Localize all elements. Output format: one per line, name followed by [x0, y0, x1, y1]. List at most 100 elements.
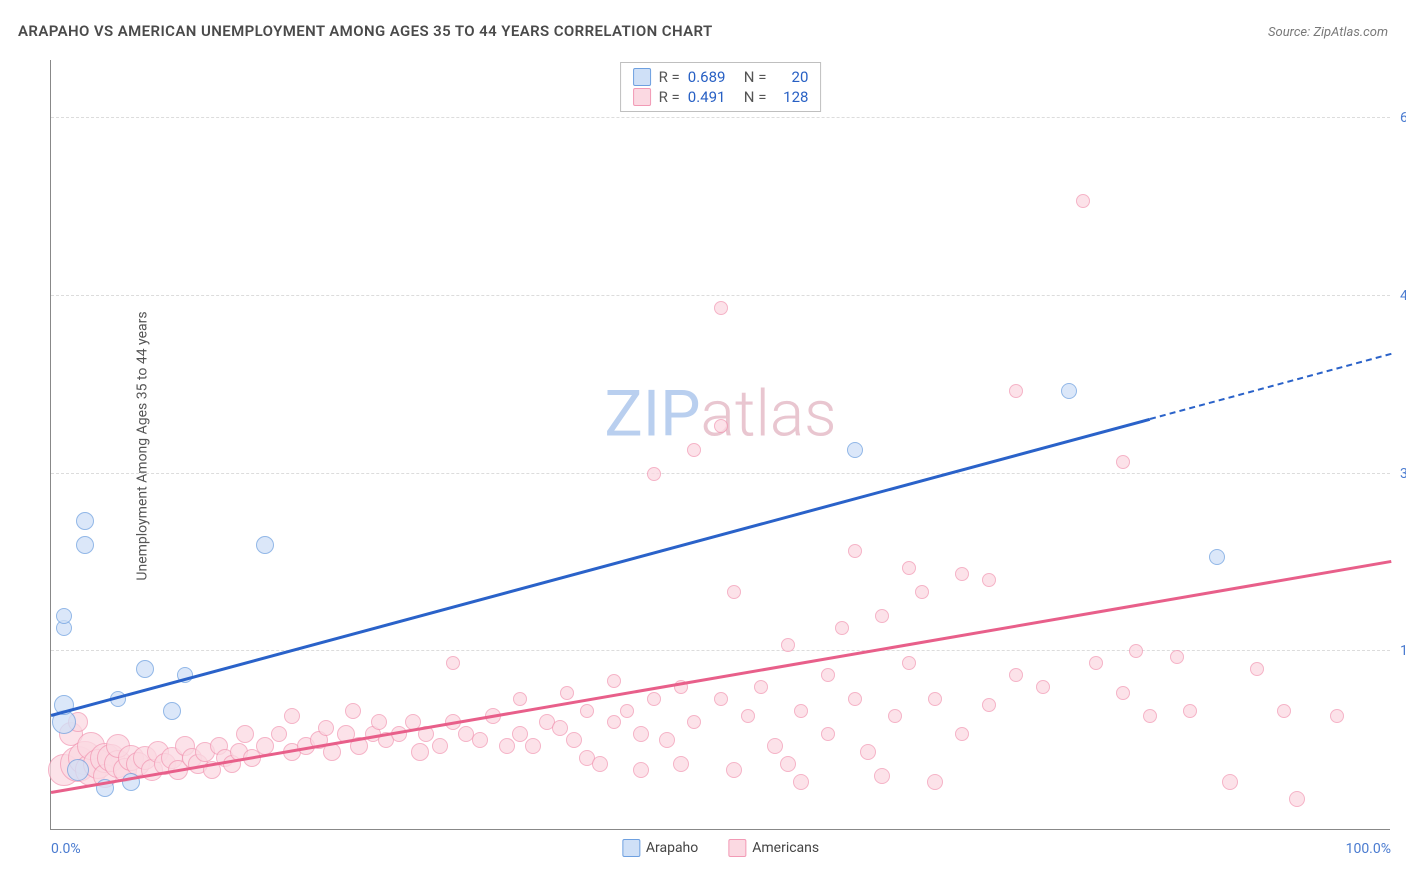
data-point — [136, 660, 154, 678]
data-point — [345, 703, 361, 719]
data-point — [847, 442, 863, 458]
data-point — [620, 704, 634, 718]
data-point — [607, 715, 621, 729]
data-point — [1330, 709, 1344, 723]
data-point — [432, 738, 448, 754]
data-point — [767, 738, 783, 754]
y-tick-label: 30.0% — [1400, 466, 1406, 482]
data-point — [1143, 709, 1157, 723]
legend: Arapaho Americans — [622, 839, 819, 857]
data-point — [1222, 774, 1238, 790]
series-swatch — [633, 68, 651, 86]
data-point — [781, 638, 795, 652]
data-point — [794, 704, 808, 718]
data-point — [256, 536, 274, 554]
data-point — [76, 536, 94, 554]
data-point — [1076, 194, 1090, 208]
series-swatch — [633, 88, 651, 106]
data-point — [1277, 704, 1291, 718]
data-point — [848, 544, 862, 558]
data-point — [860, 744, 876, 760]
source-name: ZipAtlas.com — [1313, 25, 1388, 40]
data-point — [821, 727, 835, 741]
data-point — [741, 709, 755, 723]
stat-label-r: R = — [659, 88, 680, 106]
stat-value-r: 0.491 — [688, 88, 736, 106]
watermark: ZIPatlas — [604, 376, 836, 451]
data-point — [560, 686, 574, 700]
data-point — [67, 759, 89, 781]
data-point — [411, 743, 429, 761]
data-point — [1009, 384, 1023, 398]
y-tick-label: 45.0% — [1400, 288, 1406, 304]
grid-line — [51, 650, 1390, 651]
data-point — [687, 443, 701, 457]
x-tick-label: 100.0% — [1346, 841, 1391, 857]
data-point — [76, 512, 94, 530]
watermark-bold: ZIP — [604, 376, 700, 451]
data-point — [592, 756, 608, 772]
stat-value-r: 0.689 — [688, 68, 736, 86]
data-point — [928, 692, 942, 706]
data-point — [714, 301, 728, 315]
data-point — [446, 656, 460, 670]
trend-line — [51, 418, 1150, 717]
y-tick-label: 15.0% — [1400, 643, 1406, 659]
x-tick-label: 0.0% — [51, 841, 81, 857]
data-point — [780, 756, 796, 772]
data-point — [726, 762, 742, 778]
data-point — [552, 720, 568, 736]
data-point — [236, 725, 254, 743]
legend-label: Americans — [752, 840, 819, 856]
legend-label: Arapaho — [646, 840, 698, 856]
data-point — [318, 720, 334, 736]
data-point — [56, 608, 72, 624]
data-point — [982, 573, 996, 587]
stat-value-n: 20 — [774, 68, 808, 86]
data-point — [499, 738, 515, 754]
data-point — [472, 732, 488, 748]
legend-item: Americans — [728, 839, 819, 857]
grid-line — [51, 117, 1390, 118]
source-prefix: Source: — [1268, 25, 1313, 40]
data-point — [633, 762, 649, 778]
data-point — [163, 702, 181, 720]
data-point — [915, 585, 929, 599]
stat-value-n: 128 — [774, 88, 808, 106]
data-point — [1209, 549, 1225, 565]
legend-swatch — [622, 839, 640, 857]
stat-label-n: N = — [744, 88, 767, 106]
data-point — [1129, 644, 1143, 658]
data-point — [1289, 791, 1305, 807]
data-point — [525, 738, 541, 754]
data-point — [1116, 455, 1130, 469]
plot-area: ZIPatlas R =0.689N =20R =0.491N =128 Ara… — [50, 60, 1390, 830]
data-point — [982, 698, 996, 712]
data-point — [607, 674, 621, 688]
data-point — [902, 561, 916, 575]
data-point — [659, 732, 675, 748]
data-point — [902, 656, 916, 670]
data-point — [888, 709, 902, 723]
stats-row: R = 0.689 N = 20 — [633, 67, 809, 87]
data-point — [633, 726, 649, 742]
data-point — [714, 692, 728, 706]
data-point — [754, 680, 768, 694]
stat-label-r: R = — [659, 68, 680, 86]
data-point — [848, 692, 862, 706]
legend-item: Arapaho — [622, 839, 698, 857]
source-attribution: Source: ZipAtlas.com — [1268, 25, 1388, 40]
data-point — [1061, 383, 1077, 399]
legend-swatch — [728, 839, 746, 857]
y-tick-label: 60.0% — [1400, 110, 1406, 126]
data-point — [647, 692, 661, 706]
data-point — [566, 732, 582, 748]
data-point — [271, 726, 287, 742]
header: ARAPAHO VS AMERICAN UNEMPLOYMENT AMONG A… — [18, 22, 1388, 40]
data-point — [727, 585, 741, 599]
data-point — [821, 668, 835, 682]
data-point — [647, 467, 661, 481]
data-point — [371, 714, 387, 730]
data-point — [955, 727, 969, 741]
stat-label-n: N = — [744, 68, 767, 86]
